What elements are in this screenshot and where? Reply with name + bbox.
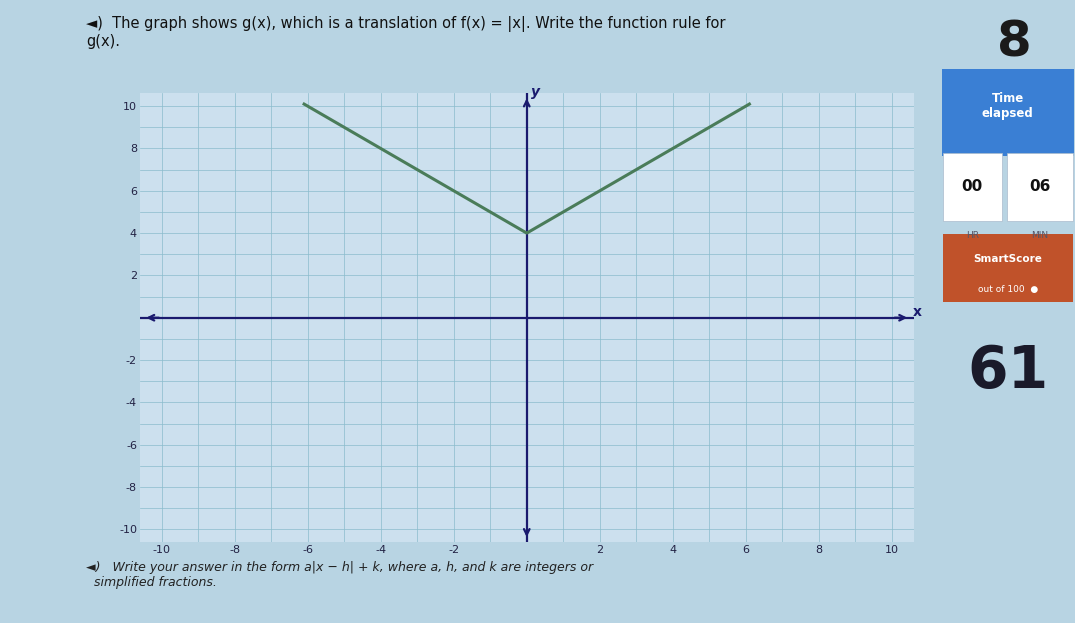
Text: SmartScore: SmartScore	[973, 254, 1043, 264]
Text: 06: 06	[1030, 179, 1050, 194]
FancyBboxPatch shape	[942, 69, 1074, 156]
FancyBboxPatch shape	[943, 153, 1002, 221]
Text: 8: 8	[998, 19, 1032, 67]
Text: y: y	[531, 85, 541, 100]
FancyBboxPatch shape	[1007, 153, 1073, 221]
Text: ◄)   Write your answer in the form a|x − h| + k, where a, h, and k are integers : ◄) Write your answer in the form a|x − h…	[86, 561, 593, 589]
FancyBboxPatch shape	[943, 234, 1073, 302]
Text: ◄)  The graph shows g(x), which is a translation of f(x) = |x|. Write the functi: ◄) The graph shows g(x), which is a tran…	[86, 16, 726, 32]
Text: out of 100  ●: out of 100 ●	[977, 285, 1038, 294]
Text: g(x).: g(x).	[86, 34, 120, 49]
Text: HR: HR	[965, 231, 978, 239]
Text: MIN: MIN	[1032, 231, 1048, 239]
Text: 61: 61	[968, 343, 1048, 399]
Text: Time
elapsed: Time elapsed	[981, 92, 1034, 120]
Text: 00: 00	[961, 179, 983, 194]
Text: x: x	[913, 305, 922, 320]
